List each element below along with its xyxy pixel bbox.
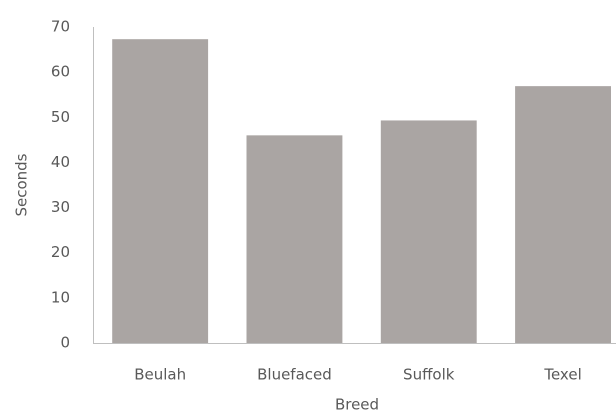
x-tick-label: Texel xyxy=(543,366,581,384)
bar xyxy=(246,135,343,343)
y-tick-label: 10 xyxy=(51,288,70,306)
y-tick-label: 50 xyxy=(51,108,70,126)
bar xyxy=(515,86,611,343)
y-tick-label: 70 xyxy=(51,18,70,36)
bar xyxy=(112,39,209,344)
bar xyxy=(380,120,477,344)
y-axis-label: Seconds xyxy=(13,153,31,216)
y-tick-label: 60 xyxy=(51,63,70,81)
x-tick-label: Beulah xyxy=(134,366,186,384)
y-tick-label: 40 xyxy=(51,153,70,171)
y-tick-label: 0 xyxy=(60,334,70,352)
x-tick-label: Bluefaced xyxy=(257,366,332,384)
y-tick-label: 20 xyxy=(51,243,70,261)
x-tick-label: Suffolk xyxy=(403,366,455,384)
x-axis-label: Breed xyxy=(335,396,379,414)
y-tick-label: 30 xyxy=(51,198,70,216)
